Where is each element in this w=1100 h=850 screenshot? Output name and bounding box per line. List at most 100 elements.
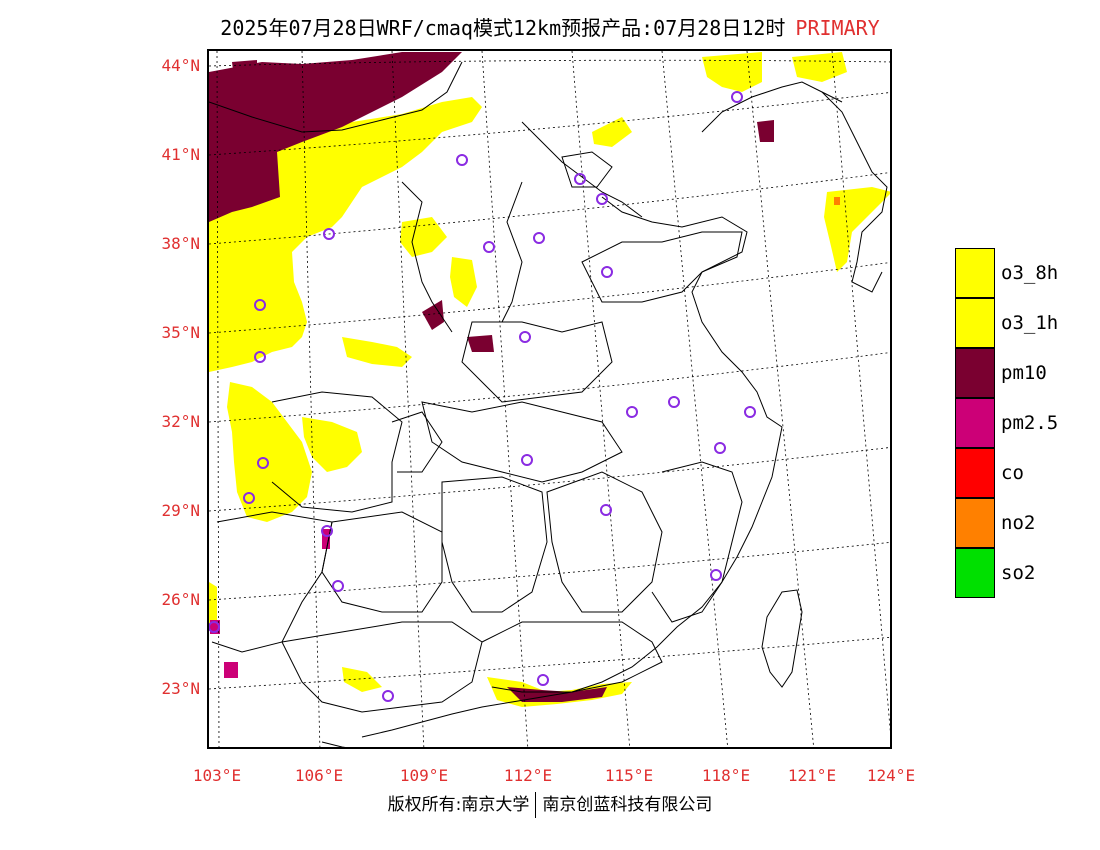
pm25-cell	[224, 662, 238, 678]
boundary-chongqing	[391, 411, 443, 473]
station-ring	[254, 351, 266, 363]
boundary-shanxi-shaanxi	[401, 181, 453, 333]
lon-label-109: 109°E	[399, 766, 449, 785]
o3-region-guangxi	[342, 667, 382, 692]
footer-divider	[535, 792, 537, 818]
station-ring	[668, 396, 680, 408]
boundary-hunan	[441, 476, 548, 613]
legend-swatch	[955, 248, 995, 298]
legend-label: pm10	[1001, 362, 1047, 384]
station-ring	[714, 442, 726, 454]
lat-label-44: 44°N	[161, 56, 200, 75]
boundary-yunnan	[211, 511, 333, 653]
copyright-owner: 版权所有:南京大学	[387, 795, 530, 815]
pm10-region-henan	[467, 335, 494, 352]
graticule	[209, 51, 890, 747]
station-ring	[257, 457, 269, 469]
boundary-jiangxi	[546, 471, 663, 613]
lat-label-29: 29°N	[161, 501, 200, 520]
legend-label: o3_8h	[1001, 262, 1059, 284]
legend-label: no2	[1001, 512, 1036, 534]
boundary-sichuan	[271, 391, 403, 513]
meridian-106	[301, 51, 321, 747]
station-ring	[519, 331, 531, 343]
o3-region-west	[209, 582, 217, 627]
no2-cell	[834, 197, 840, 205]
stations	[209, 91, 756, 702]
station-ring	[521, 454, 533, 466]
station-ring	[456, 154, 468, 166]
station-ring	[209, 621, 220, 633]
lon-label-118: 118°E	[701, 766, 751, 785]
station-ring	[574, 173, 586, 185]
lon-label-106: 106°E	[294, 766, 344, 785]
station-ring	[533, 232, 545, 244]
pm10-region-mongolia	[209, 52, 462, 222]
station-ring	[332, 580, 344, 592]
o3-region-southwest	[227, 382, 312, 522]
o3-region-shanxi	[450, 257, 477, 307]
station-ring	[600, 504, 612, 516]
legend-label: so2	[1001, 562, 1036, 584]
lat-label-26: 26°N	[161, 590, 200, 609]
pollutant-map	[209, 51, 890, 747]
copyright-footer: 版权所有:南京大学 南京创蓝科技有限公司	[0, 790, 1100, 818]
no2-field	[834, 197, 840, 205]
lat-label-38: 38°N	[161, 234, 200, 253]
station-ring	[596, 193, 608, 205]
lat-label-35: 35°N	[161, 323, 200, 342]
coastline-north	[601, 196, 783, 428]
pm25-cell	[322, 529, 330, 549]
meridian-112	[481, 51, 529, 747]
meridian-103	[216, 51, 220, 747]
o3-region-guanzhong	[342, 337, 412, 367]
legend-swatch	[955, 398, 995, 448]
boundaries	[209, 61, 888, 747]
o3-region-northeast2	[792, 52, 847, 82]
lon-label-121: 121°E	[787, 766, 837, 785]
boundary-zhejiang-fujian	[651, 461, 743, 623]
title-main: 2025年07月28日WRF/cmaq模式12km预报产品:07月28日12时	[220, 16, 786, 40]
station-ring	[744, 406, 756, 418]
pm10-region-small2	[757, 120, 774, 142]
station-ring	[483, 241, 495, 253]
boundary-guangxi	[281, 621, 483, 713]
boundary-guangdong	[481, 621, 663, 693]
boundary-north-china	[521, 121, 643, 218]
station-ring	[243, 492, 255, 504]
title-tag: PRIMARY	[795, 16, 880, 40]
island-taiwan	[761, 589, 803, 688]
station-ring	[382, 690, 394, 702]
border-korea	[821, 91, 888, 293]
coast-hainan	[321, 741, 346, 747]
coastline-east	[361, 426, 783, 738]
lon-label-115: 115°E	[604, 766, 654, 785]
lon-label-124: 124°E	[866, 766, 916, 785]
meridian-118	[661, 51, 729, 747]
legend-swatch	[955, 448, 995, 498]
parallel-23	[209, 636, 890, 690]
station-ring	[321, 525, 333, 537]
boundary-henan	[461, 321, 613, 403]
meridian-115	[571, 51, 631, 747]
boundary-beijing	[561, 151, 613, 188]
station-ring	[731, 91, 743, 103]
o3-region-hebei	[592, 117, 632, 147]
station-ring	[601, 266, 613, 278]
lat-label-32: 32°N	[161, 412, 200, 431]
lat-label-23: 23°N	[161, 679, 200, 698]
parallel-35	[209, 262, 890, 334]
legend-swatch	[955, 548, 995, 598]
boundary-inner-mongolia	[209, 61, 463, 133]
legend-label: o3_1h	[1001, 312, 1059, 334]
station-ring	[626, 406, 638, 418]
legend-swatch	[955, 298, 995, 348]
pm25-field	[210, 529, 330, 678]
parallel-29	[209, 447, 890, 512]
parallel-38	[209, 172, 890, 245]
legend-label: pm2.5	[1001, 412, 1059, 434]
pm25-cell	[210, 620, 220, 634]
lon-label-103: 103°E	[192, 766, 242, 785]
meridian-124	[831, 51, 890, 733]
legend-label: co	[1001, 462, 1024, 484]
